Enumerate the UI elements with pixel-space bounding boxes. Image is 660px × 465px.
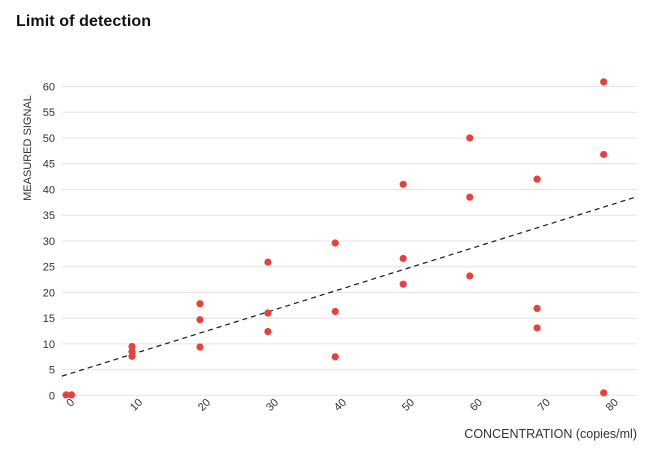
data-point xyxy=(196,300,204,308)
y-tick-label: 50 xyxy=(43,133,55,145)
y-tick-label: 45 xyxy=(43,159,55,171)
x-axis-title: CONCENTRATION (copies/ml) xyxy=(464,427,637,441)
page-title: Limit of detection xyxy=(16,13,152,30)
y-tick-label: 5 xyxy=(49,365,55,377)
x-tick-label: 50 xyxy=(400,397,417,414)
data-point xyxy=(600,78,608,86)
data-point xyxy=(62,391,70,399)
x-tick-label: 70 xyxy=(536,397,553,414)
data-point xyxy=(196,316,204,324)
y-tick-label: 25 xyxy=(43,262,55,274)
data-point xyxy=(466,193,474,201)
data-point xyxy=(533,175,541,183)
data-point xyxy=(399,180,407,188)
data-point xyxy=(128,342,136,351)
data-point xyxy=(128,352,136,360)
x-tick-label: 80 xyxy=(604,397,621,414)
x-tick-label: 10 xyxy=(128,397,145,414)
data-point xyxy=(331,239,339,247)
y-tick-label: 40 xyxy=(43,184,55,196)
x-tick-label: 30 xyxy=(264,397,281,414)
data-point xyxy=(466,272,474,280)
data-point xyxy=(67,391,76,399)
data-point xyxy=(399,280,407,288)
y-tick-label: 15 xyxy=(43,313,55,325)
y-tick-label: 20 xyxy=(43,287,55,299)
x-tick-label: 60 xyxy=(468,397,485,414)
data-point xyxy=(264,327,272,336)
data-point xyxy=(600,150,608,159)
trend-line xyxy=(61,196,638,377)
y-tick-label: 0 xyxy=(49,390,55,402)
y-tick-label: 30 xyxy=(43,236,55,248)
data-point xyxy=(533,324,541,332)
y-tick-label: 10 xyxy=(43,339,55,351)
data-point xyxy=(331,307,339,316)
x-tick-label: 40 xyxy=(332,397,349,414)
y-axis-title: MEASURED SIGNAL xyxy=(22,95,34,201)
data-point xyxy=(533,304,541,313)
y-tick-label: 35 xyxy=(43,210,55,222)
data-point xyxy=(331,353,339,361)
data-point xyxy=(466,134,474,142)
x-tick-label: 0 xyxy=(64,397,77,410)
data-point xyxy=(600,389,608,397)
data-point xyxy=(399,254,407,263)
data-point xyxy=(264,258,272,266)
y-tick-label: 60 xyxy=(43,81,55,93)
data-point xyxy=(264,309,272,317)
x-tick-label: 20 xyxy=(196,397,213,414)
data-point xyxy=(196,343,204,351)
y-tick-label: 55 xyxy=(43,107,55,119)
